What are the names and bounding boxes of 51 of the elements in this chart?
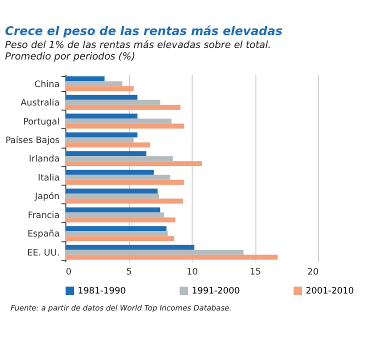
bar	[65, 174, 170, 180]
bar	[65, 142, 150, 148]
bar	[65, 226, 167, 232]
bar	[65, 118, 172, 124]
bar	[65, 194, 159, 199]
bar	[65, 100, 160, 105]
text: Peso del 1% de las rentas más elevadas sobre el total.	[5, 40, 272, 51]
legend-label: 1991-2000	[192, 286, 240, 296]
bar	[65, 137, 134, 142]
bar	[65, 231, 168, 236]
bar	[65, 86, 134, 92]
bar	[65, 236, 174, 242]
bar	[65, 94, 138, 100]
legend-label: 1981-1990	[78, 286, 126, 296]
bar	[65, 104, 180, 110]
x-tick-label: 0	[66, 267, 72, 278]
y-tick-label: España	[27, 230, 60, 240]
bar	[65, 170, 154, 175]
bar	[65, 76, 105, 82]
x-tick-label: 10	[186, 267, 198, 278]
bar	[65, 212, 164, 218]
y-tick-label: Países Bajos	[6, 134, 60, 146]
bar	[65, 151, 146, 156]
bar	[65, 217, 176, 222]
x-tick-label: 5	[126, 267, 132, 278]
bar	[65, 188, 158, 194]
bar	[65, 180, 184, 185]
bar	[65, 207, 160, 212]
bar	[65, 161, 202, 166]
x-tick-label: 20	[307, 267, 319, 278]
x-tick-label: 15	[250, 267, 262, 278]
bar	[65, 132, 138, 138]
bar	[65, 124, 184, 129]
y-tick-label: Irlanda	[28, 154, 60, 165]
legend-label: 2001-2010	[306, 286, 354, 296]
text: Promedio por periodos (%)	[5, 51, 136, 62]
chart-title: Crece el peso de las rentas más elevadas	[5, 24, 282, 38]
bar	[65, 198, 183, 204]
bar	[65, 244, 194, 250]
bar	[65, 250, 244, 255]
bar	[65, 114, 138, 119]
y-tick-label: Australia	[20, 98, 60, 109]
bar	[65, 254, 278, 260]
y-tick-label: EE. UU.	[27, 248, 60, 258]
y-tick-label: Italia	[38, 173, 60, 184]
y-tick-label: Francia	[28, 210, 60, 221]
y-tick-label: China	[34, 80, 60, 90]
y-tick-label: Portugal	[23, 117, 60, 128]
bar	[65, 81, 122, 86]
bar	[65, 156, 173, 162]
y-tick-label: Japón	[34, 191, 60, 202]
